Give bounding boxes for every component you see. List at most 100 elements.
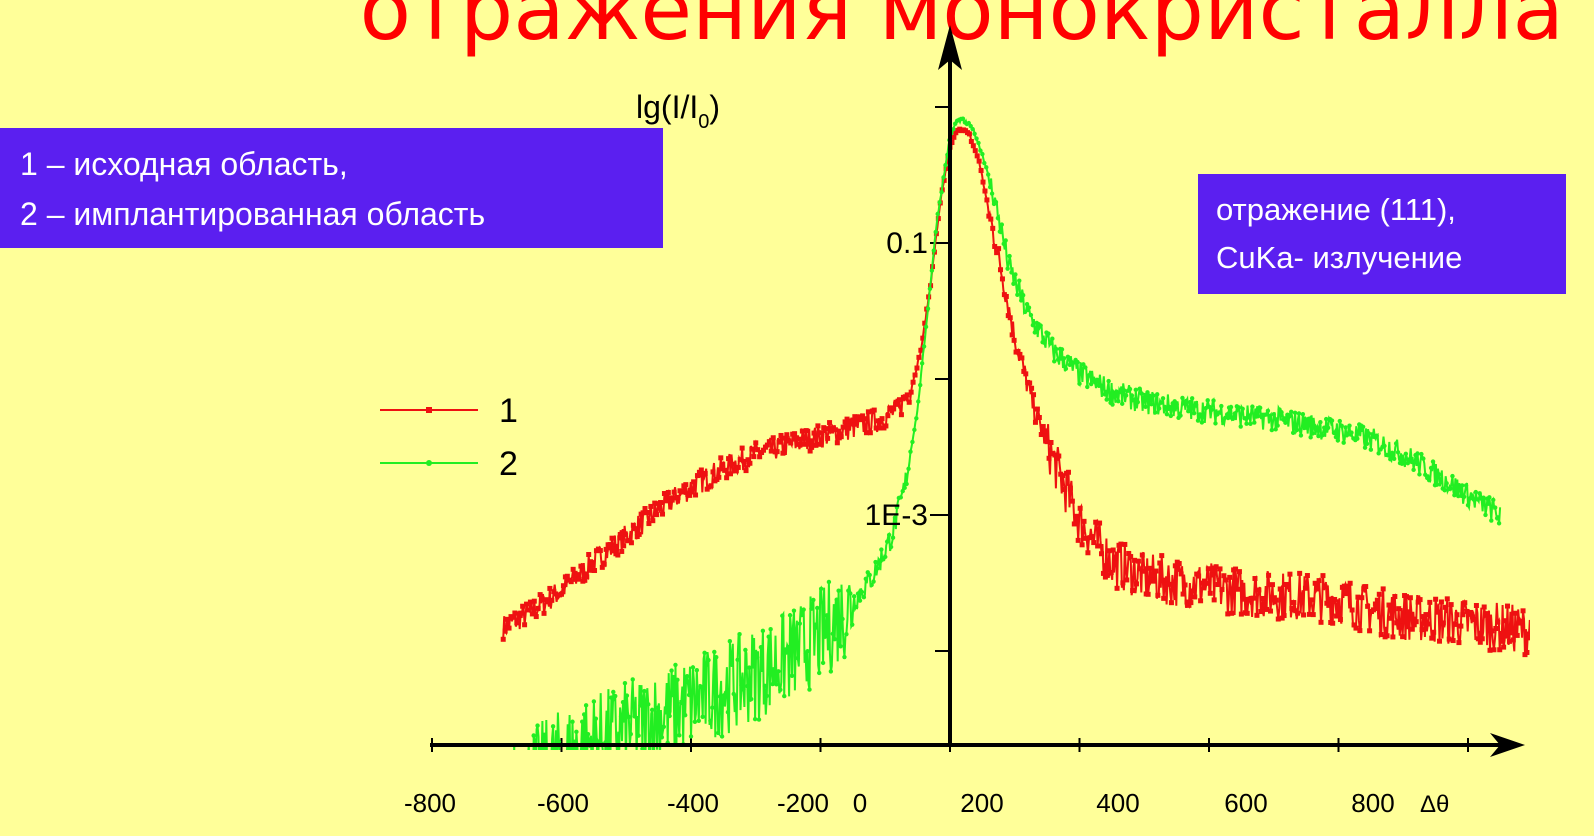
data-point	[1528, 628, 1530, 634]
data-point	[1240, 596, 1246, 602]
data-point	[1403, 594, 1409, 600]
data-point	[1153, 568, 1159, 574]
data-point	[1310, 431, 1315, 436]
y-tick-label: 1E-3	[865, 499, 928, 532]
data-point	[1483, 512, 1488, 518]
data-point	[1219, 403, 1224, 409]
data-point	[1201, 414, 1207, 419]
data-point	[891, 406, 897, 412]
data-point	[1067, 485, 1073, 491]
data-point	[801, 441, 807, 447]
data-point	[861, 595, 867, 600]
data-point	[727, 471, 733, 477]
data-point	[642, 506, 648, 512]
data-point	[827, 420, 833, 426]
data-point	[1079, 542, 1085, 548]
data-point	[522, 816, 526, 820]
data-point	[995, 215, 1001, 221]
data-point	[1050, 336, 1055, 341]
data-point	[1421, 456, 1426, 461]
data-point	[764, 693, 769, 699]
data-point	[1139, 552, 1145, 558]
data-point	[1423, 472, 1428, 477]
data-point	[735, 464, 741, 470]
data-point	[916, 399, 921, 404]
data-point	[524, 601, 530, 607]
data-point	[824, 613, 830, 618]
data-point	[1308, 435, 1313, 440]
data-point	[636, 531, 642, 537]
data-point	[725, 709, 731, 715]
data-point	[1471, 497, 1477, 502]
data-point	[1242, 416, 1247, 421]
data-point	[922, 320, 928, 326]
data-point	[628, 731, 633, 737]
data-point	[1343, 591, 1349, 597]
data-point	[1133, 387, 1139, 393]
data-point	[757, 454, 763, 460]
data-point	[1409, 459, 1414, 465]
data-point	[1162, 404, 1168, 410]
data-point	[1071, 521, 1077, 527]
data-point	[1009, 270, 1014, 275]
data-point	[1428, 465, 1434, 471]
data-point	[533, 766, 537, 770]
data-point	[1124, 577, 1130, 583]
data-point	[702, 470, 708, 476]
x-tick-label: 800	[1351, 788, 1394, 818]
data-point	[978, 148, 983, 153]
data-point	[1390, 450, 1395, 456]
data-point	[1456, 640, 1462, 646]
data-point	[1290, 430, 1296, 436]
data-point	[906, 399, 912, 405]
data-point	[1017, 278, 1022, 283]
data-point	[1250, 595, 1256, 601]
data-point	[527, 599, 533, 605]
data-point	[795, 655, 801, 661]
data-point	[912, 372, 918, 378]
data-point	[739, 445, 745, 451]
data-point	[1168, 600, 1174, 606]
data-point	[1091, 540, 1097, 546]
data-point	[539, 765, 543, 769]
data-point	[898, 412, 904, 418]
data-point	[659, 735, 665, 740]
data-point	[1060, 473, 1066, 479]
data-point	[1258, 609, 1264, 615]
data-point	[693, 492, 699, 498]
legend-marker	[426, 407, 432, 413]
data-point	[525, 607, 531, 613]
data-point	[1489, 628, 1495, 634]
data-point	[832, 636, 837, 642]
legend-label: 1	[499, 392, 518, 430]
data-point	[1040, 424, 1046, 430]
data-point	[865, 409, 871, 415]
data-point	[545, 599, 551, 605]
data-point	[1013, 272, 1018, 277]
data-point	[690, 665, 696, 670]
data-point	[652, 500, 658, 506]
data-point	[834, 440, 840, 446]
data-point	[912, 427, 917, 433]
data-point	[858, 417, 864, 423]
data-point	[754, 655, 760, 660]
data-point	[875, 566, 880, 571]
data-point	[791, 608, 797, 613]
data-point	[1508, 630, 1514, 636]
data-point	[1450, 473, 1455, 479]
data-point	[1217, 410, 1222, 415]
data-point	[789, 673, 795, 679]
data-point	[1024, 301, 1030, 307]
data-point	[1145, 390, 1150, 395]
data-point	[1341, 583, 1347, 589]
data-point	[1065, 469, 1071, 475]
data-point	[1279, 410, 1284, 415]
data-point	[628, 540, 634, 546]
data-point	[1165, 576, 1171, 582]
data-point	[1007, 253, 1012, 259]
data-point	[1299, 593, 1305, 599]
series-description-box: 1 – исходная область, 2 – имплантированн…	[0, 128, 663, 248]
data-point	[992, 243, 998, 249]
data-point	[618, 714, 624, 719]
